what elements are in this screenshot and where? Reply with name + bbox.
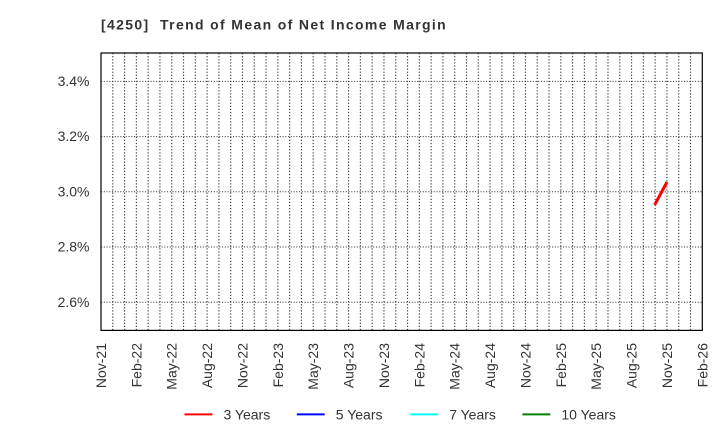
svg-text:Nov-25: Nov-25 bbox=[659, 343, 675, 388]
svg-text:7 Years: 7 Years bbox=[449, 407, 496, 423]
svg-text:3.0%: 3.0% bbox=[58, 183, 90, 199]
svg-text:3 Years: 3 Years bbox=[224, 407, 271, 423]
svg-text:3.4%: 3.4% bbox=[58, 73, 90, 89]
svg-text:Nov-21: Nov-21 bbox=[93, 343, 109, 388]
svg-text:[4250] Trend of Mean of Net I: [4250] Trend of Mean of Net Income Margi… bbox=[101, 17, 447, 33]
svg-text:May-25: May-25 bbox=[588, 343, 604, 390]
svg-text:Nov-23: Nov-23 bbox=[376, 343, 392, 388]
svg-text:10 Years: 10 Years bbox=[561, 407, 616, 423]
svg-text:Feb-22: Feb-22 bbox=[128, 343, 144, 388]
svg-text:5 Years: 5 Years bbox=[336, 407, 383, 423]
svg-text:May-23: May-23 bbox=[305, 343, 321, 390]
svg-text:2.6%: 2.6% bbox=[58, 294, 90, 310]
svg-text:Nov-24: Nov-24 bbox=[517, 343, 533, 388]
svg-text:Aug-22: Aug-22 bbox=[199, 343, 215, 388]
svg-text:2.8%: 2.8% bbox=[58, 239, 90, 255]
svg-text:Nov-22: Nov-22 bbox=[234, 343, 250, 388]
svg-text:Feb-25: Feb-25 bbox=[553, 343, 569, 388]
svg-text:Feb-26: Feb-26 bbox=[694, 343, 710, 388]
svg-text:Aug-24: Aug-24 bbox=[482, 343, 498, 388]
svg-text:Feb-24: Feb-24 bbox=[411, 343, 427, 388]
svg-text:May-22: May-22 bbox=[164, 343, 180, 390]
svg-text:May-24: May-24 bbox=[447, 343, 463, 390]
svg-text:Aug-25: Aug-25 bbox=[624, 343, 640, 388]
svg-text:Feb-23: Feb-23 bbox=[270, 343, 286, 388]
svg-text:3.2%: 3.2% bbox=[58, 128, 90, 144]
svg-text:Aug-23: Aug-23 bbox=[341, 343, 357, 388]
